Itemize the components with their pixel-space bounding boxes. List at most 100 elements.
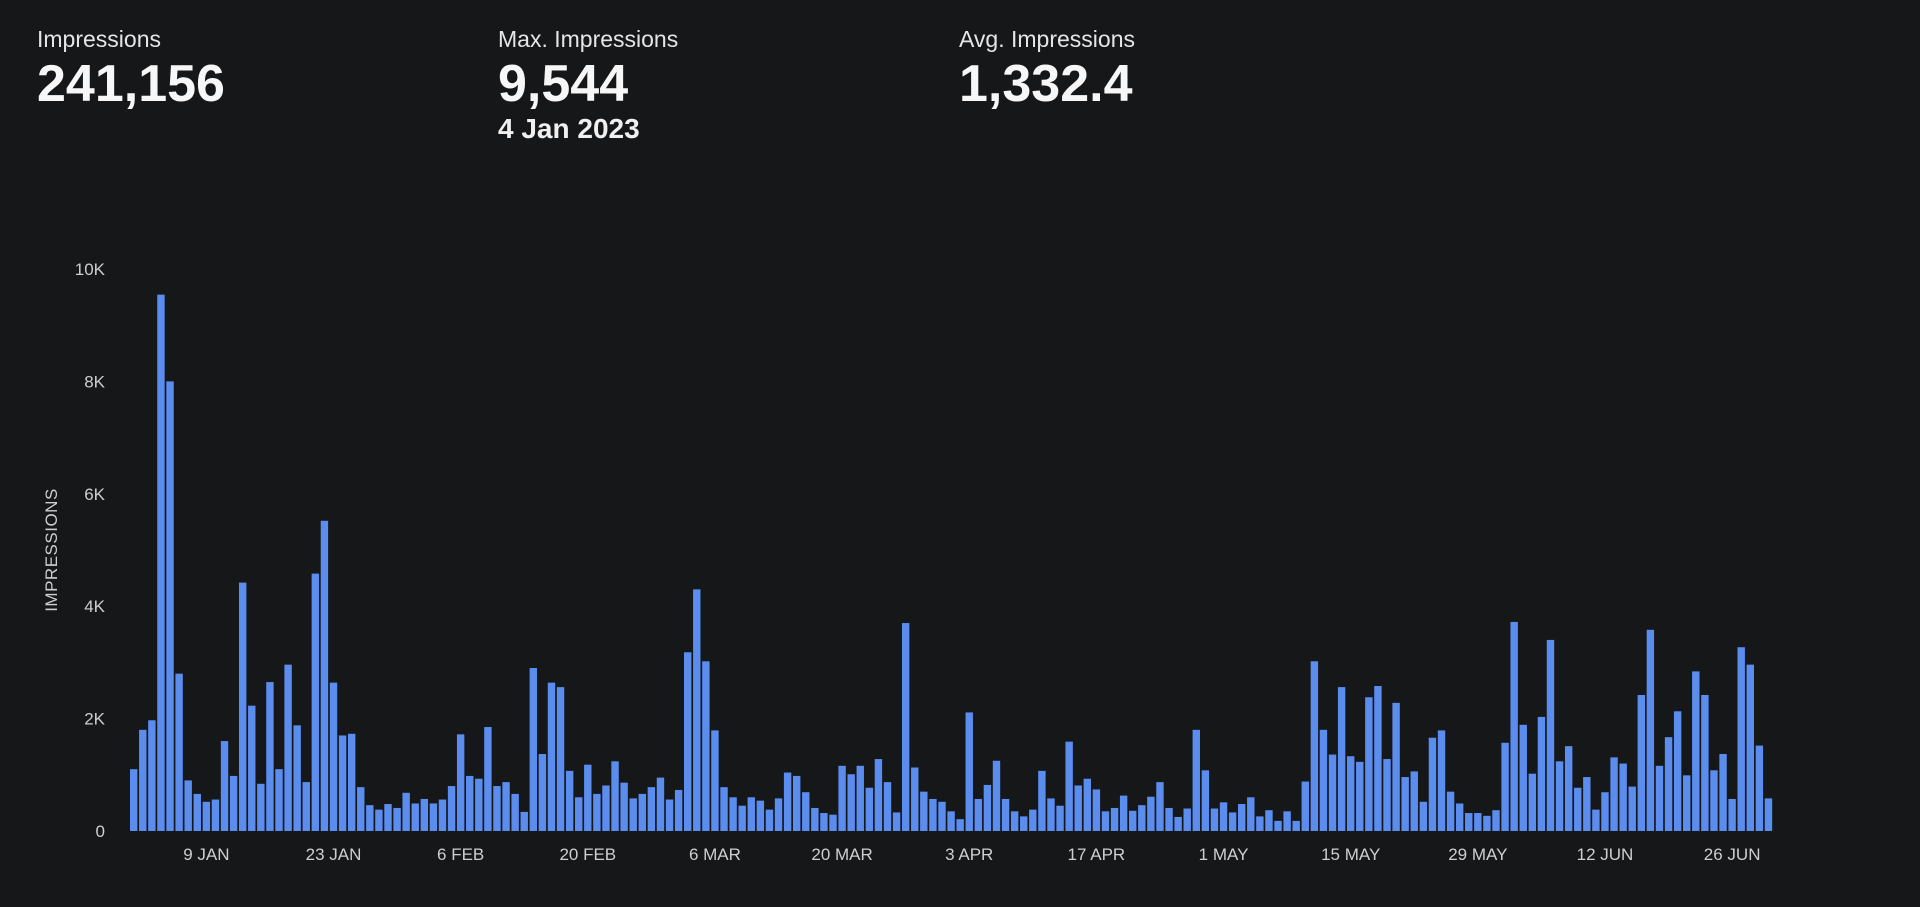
bar	[1301, 781, 1309, 831]
bar	[1001, 798, 1010, 831]
bar	[1283, 811, 1291, 831]
stat-label: Impressions	[37, 26, 161, 52]
bar	[1247, 797, 1255, 831]
bar	[1356, 761, 1364, 831]
bar	[257, 783, 265, 831]
bar	[747, 797, 755, 831]
bar	[1156, 782, 1164, 831]
bar	[520, 811, 528, 831]
bar	[711, 730, 719, 831]
bar	[193, 793, 201, 831]
bar	[929, 798, 937, 831]
bar	[1719, 754, 1727, 831]
bar	[1683, 775, 1691, 831]
bar	[393, 807, 401, 831]
bar	[920, 791, 928, 831]
bar	[1110, 807, 1119, 831]
bar	[765, 809, 774, 831]
bar	[965, 712, 973, 831]
bar	[1401, 777, 1409, 831]
bar	[1092, 789, 1101, 831]
bar	[229, 775, 238, 831]
bar	[1201, 770, 1210, 831]
bar	[1219, 802, 1228, 831]
bar	[1047, 798, 1055, 831]
y-axis-title: IMPRESSIONS	[42, 488, 61, 612]
bar	[565, 770, 574, 831]
bar	[275, 769, 283, 831]
bar	[729, 797, 737, 831]
bar	[1310, 661, 1319, 831]
stat-value: 241,156	[37, 55, 225, 113]
y-axis-title-group: IMPRESSIONS	[42, 488, 61, 612]
bar	[475, 778, 483, 831]
bar	[1655, 765, 1664, 831]
bar	[883, 782, 892, 831]
bar	[847, 774, 855, 831]
bar	[1574, 787, 1582, 831]
bar	[1755, 745, 1764, 831]
bar	[1564, 746, 1573, 831]
bar	[1710, 770, 1718, 831]
bar	[1183, 808, 1191, 831]
x-tick-label: 17 APR	[1068, 845, 1126, 864]
bar	[1119, 795, 1128, 831]
bar	[1138, 805, 1146, 831]
bar	[1673, 711, 1682, 831]
bar	[684, 652, 692, 831]
bar	[738, 805, 746, 831]
bar	[202, 801, 211, 831]
x-tick-label: 6 MAR	[689, 845, 741, 864]
bar	[1601, 792, 1609, 831]
bar	[892, 812, 901, 831]
bar	[284, 664, 292, 831]
bar	[357, 787, 365, 831]
bar	[1074, 785, 1082, 831]
bar	[502, 782, 510, 831]
y-tick-label: 8K	[84, 372, 105, 391]
bar	[1328, 754, 1337, 831]
bar	[220, 741, 229, 831]
stat-label: Max. Impressions	[498, 26, 679, 52]
y-tick-label: 6K	[84, 485, 105, 504]
x-tick-label: 20 FEB	[559, 845, 616, 864]
bar	[511, 793, 519, 831]
bar	[438, 799, 447, 831]
bar	[1619, 763, 1627, 831]
stat-max-impressions: Max. Impressions 9,544 4 Jan 2023	[498, 24, 678, 144]
bar	[1692, 671, 1700, 831]
bar	[1038, 770, 1046, 831]
stat-avg-impressions: Avg. Impressions 1,332.4	[959, 24, 1135, 114]
bar	[311, 573, 320, 831]
bar	[456, 734, 465, 831]
bar	[148, 720, 156, 831]
bar	[1228, 812, 1237, 831]
bar	[130, 769, 138, 831]
impressions-bar-chart: IMPRESSIONS 0 2K 4K 6K 8K 10K 9 JAN 23 JAN 6 FE…	[42, 260, 1773, 864]
bar	[1238, 804, 1246, 831]
x-tick-label: 6 FEB	[437, 845, 484, 864]
bar	[1501, 742, 1509, 831]
bar	[411, 803, 419, 831]
y-axis-ticks: 0 2K 4K 6K 8K 10K	[75, 260, 106, 841]
bar	[1519, 724, 1527, 831]
bar	[338, 735, 347, 831]
bar	[538, 754, 547, 831]
bar	[1346, 756, 1355, 831]
bar	[1474, 813, 1482, 831]
bar	[1065, 741, 1073, 831]
bar	[1628, 786, 1636, 831]
bar	[1701, 695, 1709, 831]
bar	[1728, 798, 1736, 831]
bar	[402, 792, 410, 831]
bar	[1147, 796, 1155, 831]
bar	[838, 765, 846, 831]
stat-value: 1,332.4	[959, 55, 1133, 113]
bar	[547, 682, 556, 831]
bar	[911, 767, 919, 831]
bar	[1419, 801, 1428, 831]
x-tick-label: 12 JUN	[1577, 845, 1634, 864]
bar	[1592, 809, 1600, 831]
bar	[1101, 811, 1110, 831]
bar	[157, 294, 165, 831]
